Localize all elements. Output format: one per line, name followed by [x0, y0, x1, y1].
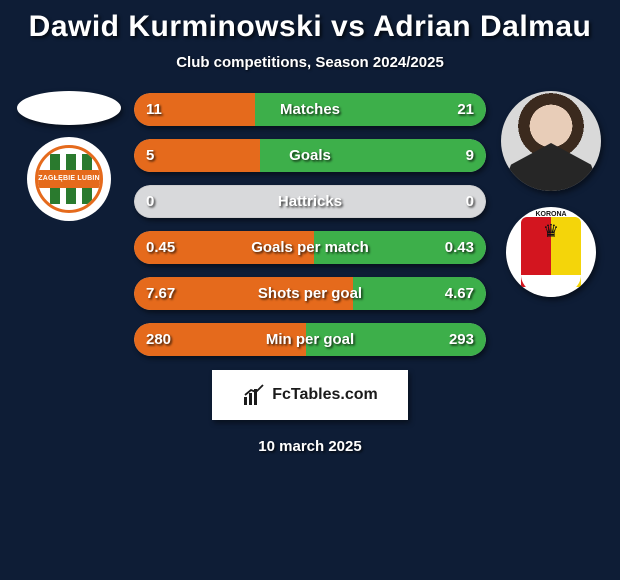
club-badge-right: KORONA ♛	[506, 207, 596, 297]
stat-bar: 0.450.43Goals per match	[134, 231, 486, 264]
stat-bar: 59Goals	[134, 139, 486, 172]
fctables-logo-icon	[242, 383, 266, 407]
content-area: ZAGŁĘBIE LUBIN KORONA ♛ 1121Matches 59Goa…	[0, 89, 620, 356]
stat-label: Matches	[134, 93, 486, 126]
stat-bar: 7.674.67Shots per goal	[134, 277, 486, 310]
stat-bar: 1121Matches	[134, 93, 486, 126]
player-right-photo	[501, 91, 601, 191]
page-subtitle: Club competitions, Season 2024/2025	[0, 50, 620, 89]
stat-label: Goals	[134, 139, 486, 172]
comparison-infographic: Dawid Kurminowski vs Adrian Dalmau Club …	[0, 0, 620, 580]
branding-badge: FcTables.com	[212, 370, 408, 420]
stat-bars-container: 1121Matches 59Goals 00Hattricks 0.450.43Goa…	[134, 89, 486, 356]
stat-label: Min per goal	[134, 323, 486, 356]
club-badge-left-text: ZAGŁĘBIE LUBIN	[38, 170, 100, 187]
stat-label: Hattricks	[134, 185, 486, 218]
branding-text: FcTables.com	[272, 386, 378, 404]
crown-icon: ♛	[543, 221, 559, 242]
page-title: Dawid Kurminowski vs Adrian Dalmau	[0, 0, 620, 50]
club-badge-left: ZAGŁĘBIE LUBIN	[27, 137, 111, 221]
stat-bar: 00Hattricks	[134, 185, 486, 218]
right-player-column: KORONA ♛	[492, 89, 610, 297]
player-left-photo-placeholder	[17, 91, 121, 125]
stat-label: Shots per goal	[134, 277, 486, 310]
stat-label: Goals per match	[134, 231, 486, 264]
date-stamp: 10 march 2025	[0, 438, 620, 455]
stat-bar: 280293Min per goal	[134, 323, 486, 356]
left-player-column: ZAGŁĘBIE LUBIN	[10, 89, 128, 221]
